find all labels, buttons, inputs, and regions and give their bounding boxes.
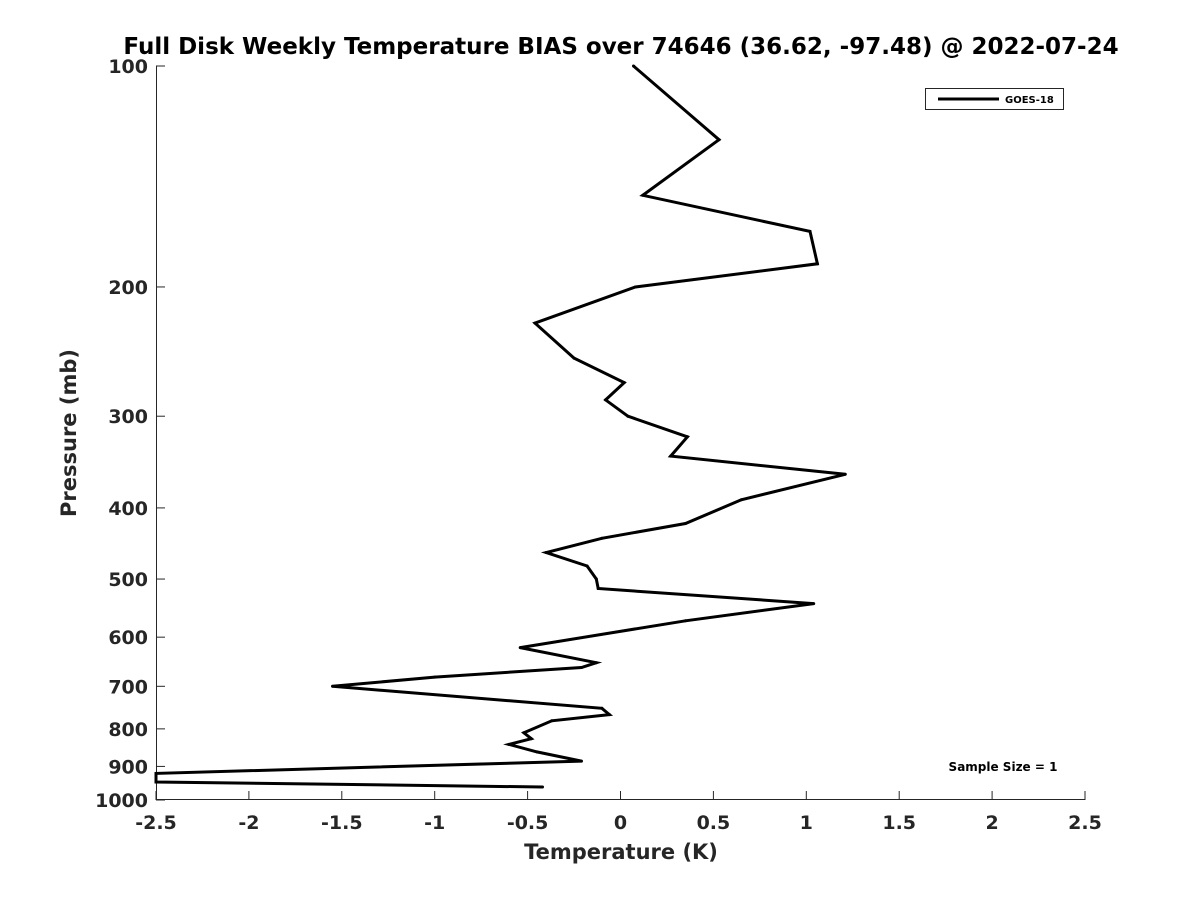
data-point xyxy=(154,780,158,784)
data-point xyxy=(594,577,598,581)
data-point xyxy=(641,193,645,197)
x-tick-label: 1.5 xyxy=(882,812,916,834)
y-tick-label: 600 xyxy=(108,627,148,649)
data-point xyxy=(585,564,589,568)
data-point xyxy=(572,356,576,360)
data-point xyxy=(815,262,819,266)
y-axis-label: Pressure (mb) xyxy=(57,349,81,517)
y-tick-label: 1000 xyxy=(95,790,148,812)
legend: GOES-18 xyxy=(925,88,1064,110)
chart-title: Full Disk Weekly Temperature BIAS over 7… xyxy=(123,34,1118,60)
data-point xyxy=(522,731,526,735)
data-point xyxy=(633,285,637,289)
data-point xyxy=(535,750,539,754)
y-tick-label: 700 xyxy=(108,676,148,698)
x-tick-label: 0.5 xyxy=(697,812,731,834)
data-point xyxy=(580,666,583,669)
data-point xyxy=(604,398,608,402)
data-point xyxy=(626,414,630,418)
data-point xyxy=(717,138,721,142)
legend-entry-goes-18: GOES-18 xyxy=(1005,95,1054,106)
data-point xyxy=(580,759,583,763)
data-point xyxy=(600,706,604,710)
data-point xyxy=(669,454,673,458)
x-tick-label: -1 xyxy=(424,812,445,834)
data-point xyxy=(739,498,743,502)
x-tick-label: 0 xyxy=(614,812,627,834)
y-tick-label: 900 xyxy=(108,756,148,778)
data-point xyxy=(529,737,533,741)
y-tick-label: 800 xyxy=(108,719,148,741)
x-tick-label: -2.5 xyxy=(135,812,177,834)
y-tick-label: 300 xyxy=(108,406,148,428)
data-point xyxy=(154,771,158,775)
data-point xyxy=(843,472,847,476)
x-tick-label: 2 xyxy=(985,812,998,834)
data-point xyxy=(331,684,334,688)
sample-size-annotation: Sample Size = 1 xyxy=(949,760,1058,774)
data-point xyxy=(632,64,635,68)
data-point xyxy=(544,551,548,554)
data-point xyxy=(550,719,554,723)
y-ticks: 100 200 300 400 500 600 700 800 900 1000 xyxy=(95,56,165,812)
data-point xyxy=(685,435,689,439)
data-point xyxy=(812,602,816,606)
data-point xyxy=(507,742,511,746)
data-point xyxy=(594,661,598,665)
data-point xyxy=(684,522,687,525)
data-point xyxy=(600,536,604,540)
data-point xyxy=(433,675,437,679)
y-tick-label: 200 xyxy=(108,277,148,299)
data-point xyxy=(622,381,626,385)
series-line-goes-18 xyxy=(154,64,846,789)
data-point xyxy=(541,785,544,789)
data-point xyxy=(518,646,522,650)
x-tick-label: 2.5 xyxy=(1068,812,1102,834)
data-point xyxy=(607,713,611,717)
data-point xyxy=(808,229,812,233)
x-ticks: -2.5 -2 -1.5 -1 -0.5 0 0.5 1 1.5 2 2.5 xyxy=(135,791,1102,834)
x-tick-label: -0.5 xyxy=(507,812,549,834)
data-points xyxy=(154,64,847,789)
x-axis-label: Temperature (K) xyxy=(524,840,718,864)
y-tick-label: 400 xyxy=(108,498,148,520)
data-point xyxy=(684,619,687,623)
y-tick-label: 100 xyxy=(108,56,148,78)
x-tick-label: -2 xyxy=(238,812,259,834)
x-tick-label: 1 xyxy=(800,812,813,834)
y-tick-label: 500 xyxy=(108,569,148,591)
data-point xyxy=(596,587,600,590)
data-point xyxy=(533,321,537,325)
axes xyxy=(156,66,1085,800)
x-tick-label: -1.5 xyxy=(321,812,363,834)
